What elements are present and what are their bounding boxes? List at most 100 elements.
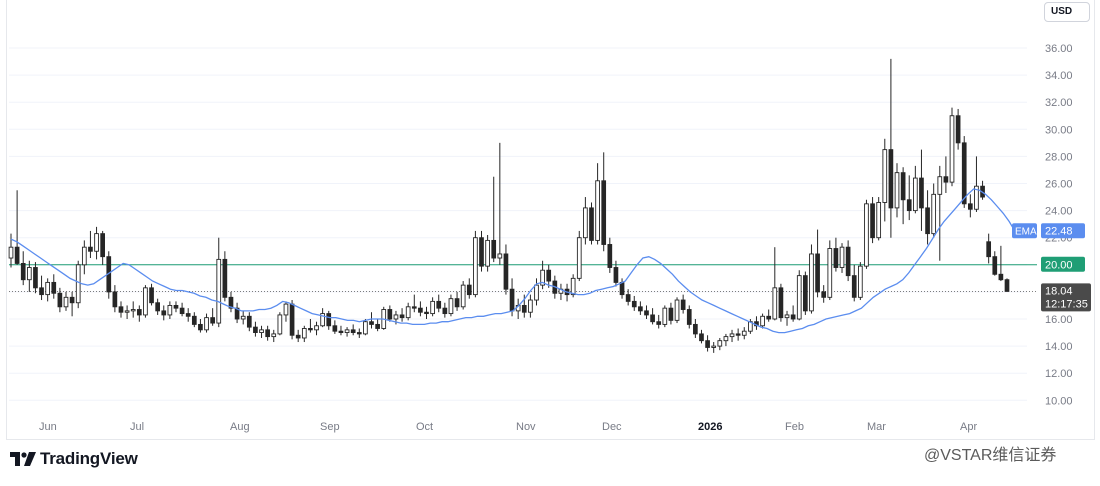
candle-body: [576, 237, 582, 279]
candle-body: [271, 333, 277, 338]
candle-body: [821, 291, 827, 298]
x-tick-label: Jul: [130, 421, 144, 433]
candle-body: [931, 193, 937, 235]
candle-body: [619, 281, 625, 296]
candle-body: [210, 317, 215, 324]
candle-body: [149, 287, 154, 304]
candle-body: [943, 176, 949, 183]
x-tick-label: Oct: [416, 421, 433, 433]
y-tick-label: 30.00: [1045, 124, 1073, 136]
last-price-box: [1041, 283, 1091, 312]
candle-body: [399, 314, 405, 319]
candle-body: [466, 284, 472, 296]
candle-body: [308, 328, 313, 331]
ema-line: [10, 188, 1016, 334]
candle-body: [925, 207, 930, 235]
tradingview-logo[interactable]: TradingView: [10, 449, 138, 469]
candle-body: [100, 233, 106, 258]
candle-body: [485, 239, 490, 267]
candle-body: [155, 302, 160, 312]
candle-body: [772, 287, 778, 320]
candle-body: [900, 172, 906, 201]
candle-body: [338, 330, 344, 334]
candle-body: [436, 300, 442, 309]
candle-body: [295, 334, 301, 339]
candle-body: [173, 305, 179, 309]
candle-body: [589, 207, 594, 241]
x-tick-label: Sep: [320, 421, 340, 433]
candle-body: [45, 281, 51, 296]
candle-body: [894, 172, 900, 209]
candle-body: [14, 246, 20, 264]
candle-body: [839, 246, 845, 268]
y-tick-label: 32.00: [1045, 97, 1073, 109]
candle-body: [607, 244, 613, 268]
candle-body: [20, 262, 26, 281]
candle-body: [448, 298, 454, 315]
candle-body: [912, 177, 918, 212]
tv-logo-icon: [10, 452, 36, 466]
candle-body: [491, 239, 497, 259]
candle-body: [39, 287, 44, 296]
candle-body: [204, 317, 209, 331]
candle-body: [613, 267, 619, 283]
candle-body: [961, 142, 967, 205]
y-tick-label: 24.00: [1045, 206, 1073, 218]
x-tick-label: Dec: [602, 421, 622, 433]
candle-body: [705, 340, 710, 348]
ema-value-box: [1041, 223, 1085, 239]
candle-body: [686, 309, 692, 325]
candle-body: [124, 310, 130, 313]
candle-body: [112, 291, 118, 308]
candle-body: [454, 298, 460, 308]
watermark: @VSTAR维信证券: [924, 447, 1057, 464]
candle-body: [937, 176, 943, 195]
candle-body: [33, 267, 38, 289]
candle-body: [570, 277, 576, 296]
candle-body: [375, 323, 380, 329]
candle-body: [8, 246, 14, 259]
support-value-label: 20.00: [1045, 259, 1073, 271]
candle-body: [430, 300, 435, 315]
candle-body: [88, 246, 93, 252]
currency-label[interactable]: USD: [1044, 2, 1090, 22]
candle-body: [760, 315, 765, 327]
candle-body: [240, 315, 246, 320]
x-tick-label: Nov: [516, 421, 536, 433]
brand-name: TradingView: [40, 449, 138, 468]
candle-body: [534, 284, 539, 301]
candle-body: [246, 315, 252, 328]
candle-body: [216, 258, 222, 324]
candle-body: [864, 203, 869, 267]
candle-body: [479, 237, 484, 267]
candle-body: [766, 315, 772, 320]
candle-body: [699, 333, 704, 342]
ema-name-label: EMA: [1015, 227, 1037, 238]
candle-body: [326, 313, 332, 327]
ema-name-box: [1012, 223, 1037, 239]
candle-body: [289, 303, 295, 336]
candle-body: [509, 288, 515, 312]
candle-body: [320, 313, 325, 327]
candle-body: [723, 336, 729, 342]
candle-body: [876, 202, 882, 239]
candle-body: [418, 307, 423, 313]
price-chart[interactable]: 10.0012.0014.0016.0018.0020.0022.0024.00…: [7, 0, 1096, 440]
candle-body: [497, 253, 503, 259]
candle-body: [350, 329, 356, 333]
candle-body: [858, 265, 863, 298]
candle-body: [986, 241, 992, 258]
candle-body: [369, 321, 374, 325]
x-tick-label: Mar: [867, 421, 886, 433]
candle-body: [94, 233, 99, 252]
candle-body: [631, 300, 637, 308]
candle-body: [906, 199, 912, 212]
chart-frame: 10.0012.0014.0016.0018.0020.0022.0024.00…: [6, 0, 1095, 440]
candle-body: [344, 329, 350, 333]
support-value-box: [1041, 256, 1085, 272]
candle-body: [967, 203, 973, 210]
candle-body: [405, 306, 411, 319]
candle-body: [51, 281, 57, 294]
candle-body: [63, 296, 69, 308]
candle-body: [301, 328, 307, 339]
